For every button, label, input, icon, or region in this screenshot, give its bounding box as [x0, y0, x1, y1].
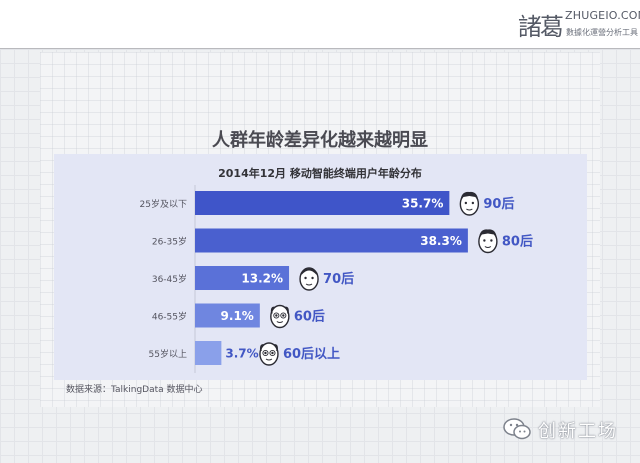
category-label: 36-45岁 — [152, 273, 187, 285]
value-label: 13.2% — [241, 272, 283, 286]
data-source-note: 数据来源：TalkingData 数据中心 — [66, 385, 203, 395]
generation-label: 60后以上 — [283, 346, 340, 362]
value-label: 3.7% — [225, 347, 258, 361]
generation-label: 60后 — [294, 309, 325, 325]
bar — [195, 191, 450, 215]
bar — [195, 341, 222, 365]
slide-title: 人群年龄差异化越来越明显 — [212, 130, 428, 151]
value-label: 9.1% — [221, 309, 254, 323]
bar — [195, 228, 468, 253]
category-label: 26-35岁 — [152, 236, 187, 248]
wechat-icon — [503, 418, 531, 440]
wechat-watermark: 创新工场 — [502, 414, 622, 444]
category-label: 25岁及以下 — [140, 198, 187, 210]
watermark-text: 创新工场 — [538, 421, 618, 442]
bar-series: 25岁及以下 35.7% 90后 26-35岁 38.3% 80后 36-45岁 13.2% 7… — [140, 191, 533, 366]
zhuge-logo-tagline: 數據化運營分析工具 — [566, 28, 638, 37]
category-label: 55岁以上 — [149, 348, 187, 360]
zhuge-logo: 諸葛 — [518, 13, 564, 41]
zhuge-logo-domain: ZHUGEIO.COM — [565, 9, 640, 22]
generation-label: 70后 — [323, 271, 354, 287]
top-bar: 諸葛 ZHUGEIO.COM 數據化運營分析工具 — [0, 0, 640, 49]
chart-title: 2014年12月 移动智能终端用户年龄分布 — [218, 167, 422, 180]
generation-label: 80后 — [502, 234, 533, 250]
face-icon — [299, 267, 319, 291]
generation-label: 90后 — [483, 196, 514, 212]
face-icon — [259, 342, 279, 366]
value-label: 35.7% — [402, 197, 444, 211]
bar — [195, 266, 290, 290]
face-icon — [478, 229, 498, 254]
face-icon — [270, 304, 290, 329]
value-label: 38.3% — [420, 234, 462, 248]
bar — [195, 303, 260, 328]
category-label: 46-55岁 — [152, 311, 187, 323]
face-icon — [459, 191, 480, 216]
